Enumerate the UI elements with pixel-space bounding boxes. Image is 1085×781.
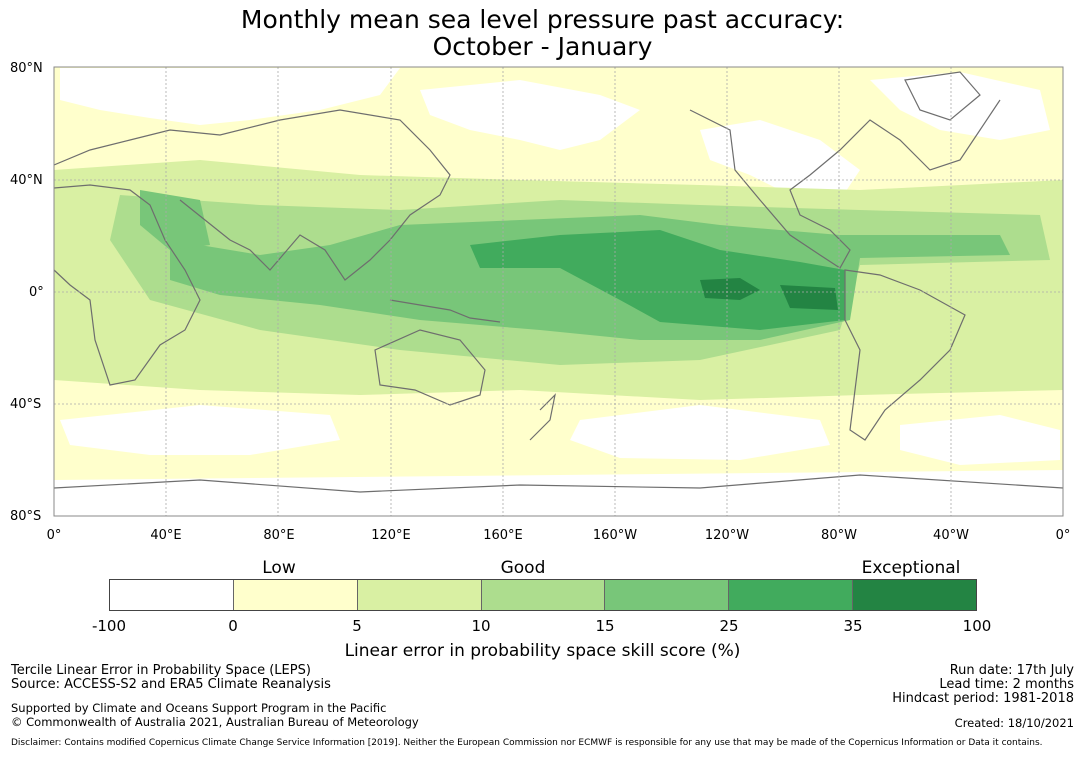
run-date: Run date: 17th July [949,663,1074,678]
coastlines [54,71,1063,493]
map-frame [53,66,1064,517]
disclaimer-text: Disclaimer: Contains modified Copernicus… [11,738,1043,748]
skill-score-map [53,66,1064,517]
skill-region-25-35 [470,230,845,330]
colorbar-label: Linear error in probability space skill … [344,641,741,661]
map-title-line1: Monthly mean sea level pressure past acc… [240,5,845,34]
colorbar-tick: 0 [228,617,238,635]
lon-label-160w: 160°W [592,528,638,543]
lat-label-40n: 40°N [10,173,43,188]
colorbar-tick: 35 [843,617,863,635]
lat-label-0: 0° [29,285,44,300]
hindcast-period: Hindcast period: 1981-2018 [892,691,1074,706]
map-title-line2: October - January [432,32,653,61]
source-text: Source: ACCESS-S2 and ERA5 Climate Reana… [11,677,331,692]
colorbar-tick: 25 [719,617,739,635]
colorbar-cell [605,580,730,610]
colorbar-cell [233,580,358,610]
lon-label-40w: 40°W [933,528,969,543]
category-exceptional: Exceptional [861,558,961,578]
colorbar [109,579,977,611]
colorbar-tick: 10 [471,617,491,635]
lon-label-120w: 120°W [704,528,750,543]
category-low: Low [262,558,296,578]
colorbar-tick: 15 [595,617,615,635]
lat-label-40s: 40°S [10,397,42,412]
lon-label-0-end: 0° [1055,528,1071,543]
lat-label-80n: 80°N [10,61,43,76]
colorbar-cell [357,580,482,610]
lead-time: Lead time: 2 months [939,677,1074,692]
colorbar-tick: 100 [962,617,992,635]
category-good: Good [500,558,546,578]
lon-label-160e: 160°E [483,528,523,543]
copyright-text: © Commonwealth of Australia 2021, Austra… [11,715,419,729]
lon-label-120e: 120°E [371,528,411,543]
lon-label-0: 0° [46,528,62,543]
colorbar-tick: 5 [352,617,362,635]
lon-label-40e: 40°E [150,528,182,543]
lon-label-80e: 80°E [263,528,295,543]
skill-region-35-100 [700,278,838,310]
colorbar-cell [481,580,606,610]
colorbar-tick: -100 [91,617,127,635]
lon-label-80w: 80°W [821,528,857,543]
support-text: Supported by Climate and Oceans Support … [11,701,387,715]
created-date: Created: 18/10/2021 [954,716,1074,730]
colorbar-cell [110,580,234,610]
lat-label-80s: 80°S [10,509,42,524]
method-text: Tercile Linear Error in Probability Spac… [11,663,311,678]
colorbar-cell [853,580,977,610]
graticule [54,67,1063,516]
colorbar-cell [729,580,854,610]
